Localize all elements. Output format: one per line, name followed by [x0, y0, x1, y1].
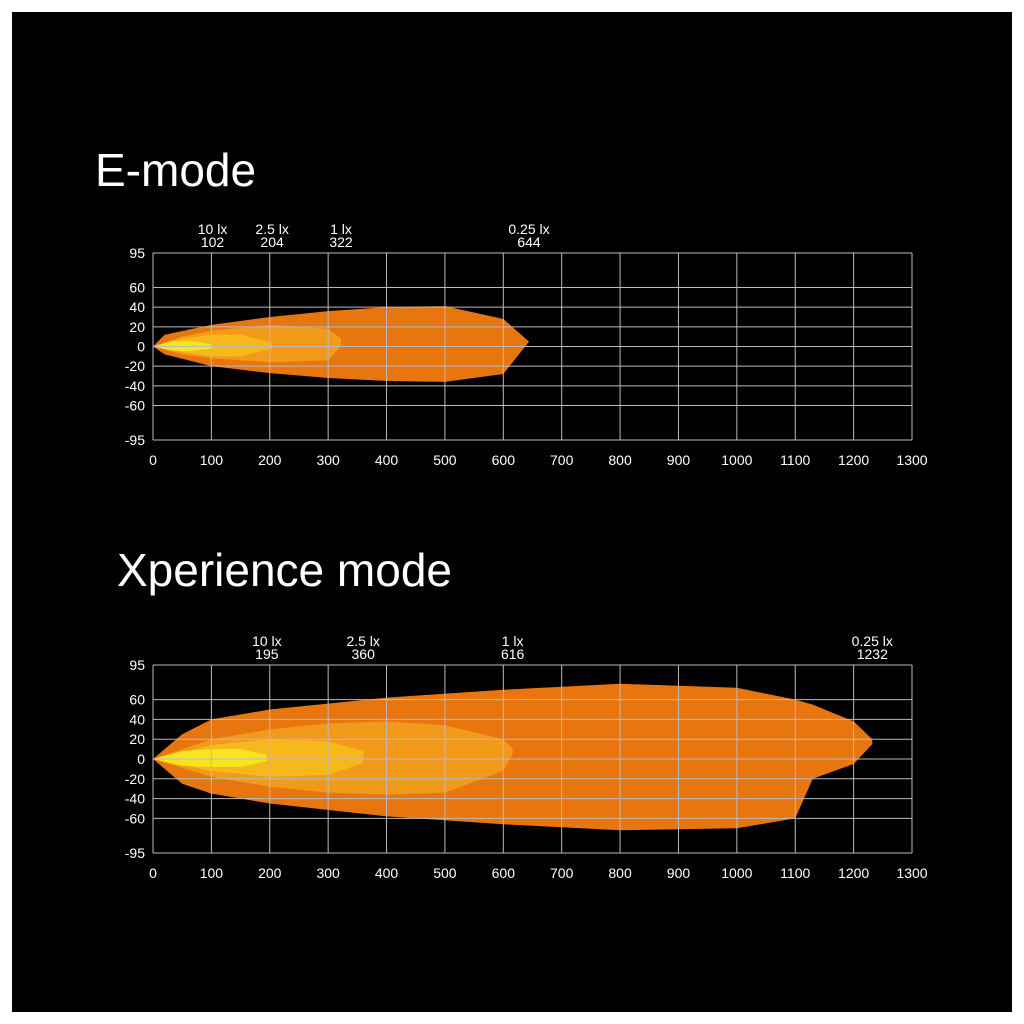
x-tick-label: 700 — [550, 865, 574, 881]
x-tick-label: 1200 — [838, 865, 869, 881]
chart-title: Xperience mode — [117, 544, 452, 596]
x-tick-label: 1100 — [780, 865, 810, 881]
x-tick-label: 200 — [258, 865, 282, 881]
y-tick-label: -20 — [125, 771, 145, 787]
contour-distance: 644 — [517, 234, 541, 250]
x-tick-label: 1200 — [838, 452, 869, 468]
y-tick-label: 60 — [129, 692, 145, 708]
x-tick-label: 0 — [149, 865, 157, 881]
y-tick-label: 95 — [129, 245, 145, 261]
contour-distance: 195 — [255, 646, 279, 662]
y-tick-label: 40 — [129, 299, 145, 315]
y-tick-label: -40 — [125, 791, 145, 807]
x-tick-label: 1300 — [896, 865, 927, 881]
isolux-area — [153, 683, 873, 831]
contour-label: 1 lx — [330, 221, 352, 237]
y-tick-label: 60 — [129, 279, 145, 295]
contour-distance: 102 — [201, 234, 225, 250]
y-tick-label: -20 — [125, 358, 145, 374]
x-tick-label: 100 — [200, 865, 224, 881]
x-tick-label: 1100 — [780, 452, 810, 468]
chart-title: E-mode — [95, 144, 256, 196]
contour-distance: 322 — [329, 234, 353, 250]
y-tick-label: -95 — [125, 845, 145, 861]
y-tick-label: 40 — [129, 711, 145, 727]
y-tick-label: -60 — [125, 810, 145, 826]
y-tick-label: 20 — [129, 319, 145, 335]
contour-label: 2.5 lx — [346, 633, 379, 649]
contour-label: 0.25 lx — [852, 633, 893, 649]
background — [12, 12, 1012, 1012]
x-tick-label: 800 — [608, 452, 632, 468]
x-tick-label: 1300 — [896, 452, 927, 468]
contour-distance: 360 — [352, 646, 376, 662]
x-tick-label: 600 — [492, 865, 516, 881]
contour-label: 10 lx — [198, 221, 228, 237]
contour-distance: 616 — [501, 646, 525, 662]
contour-label: 2.5 lx — [255, 221, 288, 237]
x-tick-label: 300 — [316, 865, 340, 881]
y-tick-label: -40 — [125, 378, 145, 394]
isolux-area — [153, 749, 267, 767]
x-tick-label: 500 — [433, 452, 457, 468]
x-tick-label: 100 — [200, 452, 224, 468]
y-tick-label: 0 — [137, 339, 145, 355]
x-tick-label: 1000 — [721, 452, 752, 468]
x-tick-label: 400 — [375, 865, 399, 881]
x-tick-label: 1000 — [721, 865, 752, 881]
contour-label: 1 lx — [502, 633, 524, 649]
contour-label: 10 lx — [252, 633, 282, 649]
y-tick-label: 0 — [137, 751, 145, 767]
x-tick-label: 300 — [316, 452, 340, 468]
x-tick-label: 600 — [492, 452, 516, 468]
x-tick-label: 400 — [375, 452, 399, 468]
contour-distance: 1232 — [857, 646, 888, 662]
x-tick-label: 200 — [258, 452, 282, 468]
x-tick-label: 900 — [667, 452, 691, 468]
x-tick-label: 0 — [149, 452, 157, 468]
x-tick-label: 900 — [667, 865, 691, 881]
contour-distance: 204 — [260, 234, 284, 250]
y-tick-label: -95 — [125, 432, 145, 448]
x-tick-label: 500 — [433, 865, 457, 881]
y-tick-label: 95 — [129, 657, 145, 673]
x-tick-label: 800 — [608, 865, 632, 881]
x-tick-label: 700 — [550, 452, 574, 468]
y-tick-label: -60 — [125, 398, 145, 414]
contour-label: 0.25 lx — [508, 221, 549, 237]
y-tick-label: 20 — [129, 731, 145, 747]
